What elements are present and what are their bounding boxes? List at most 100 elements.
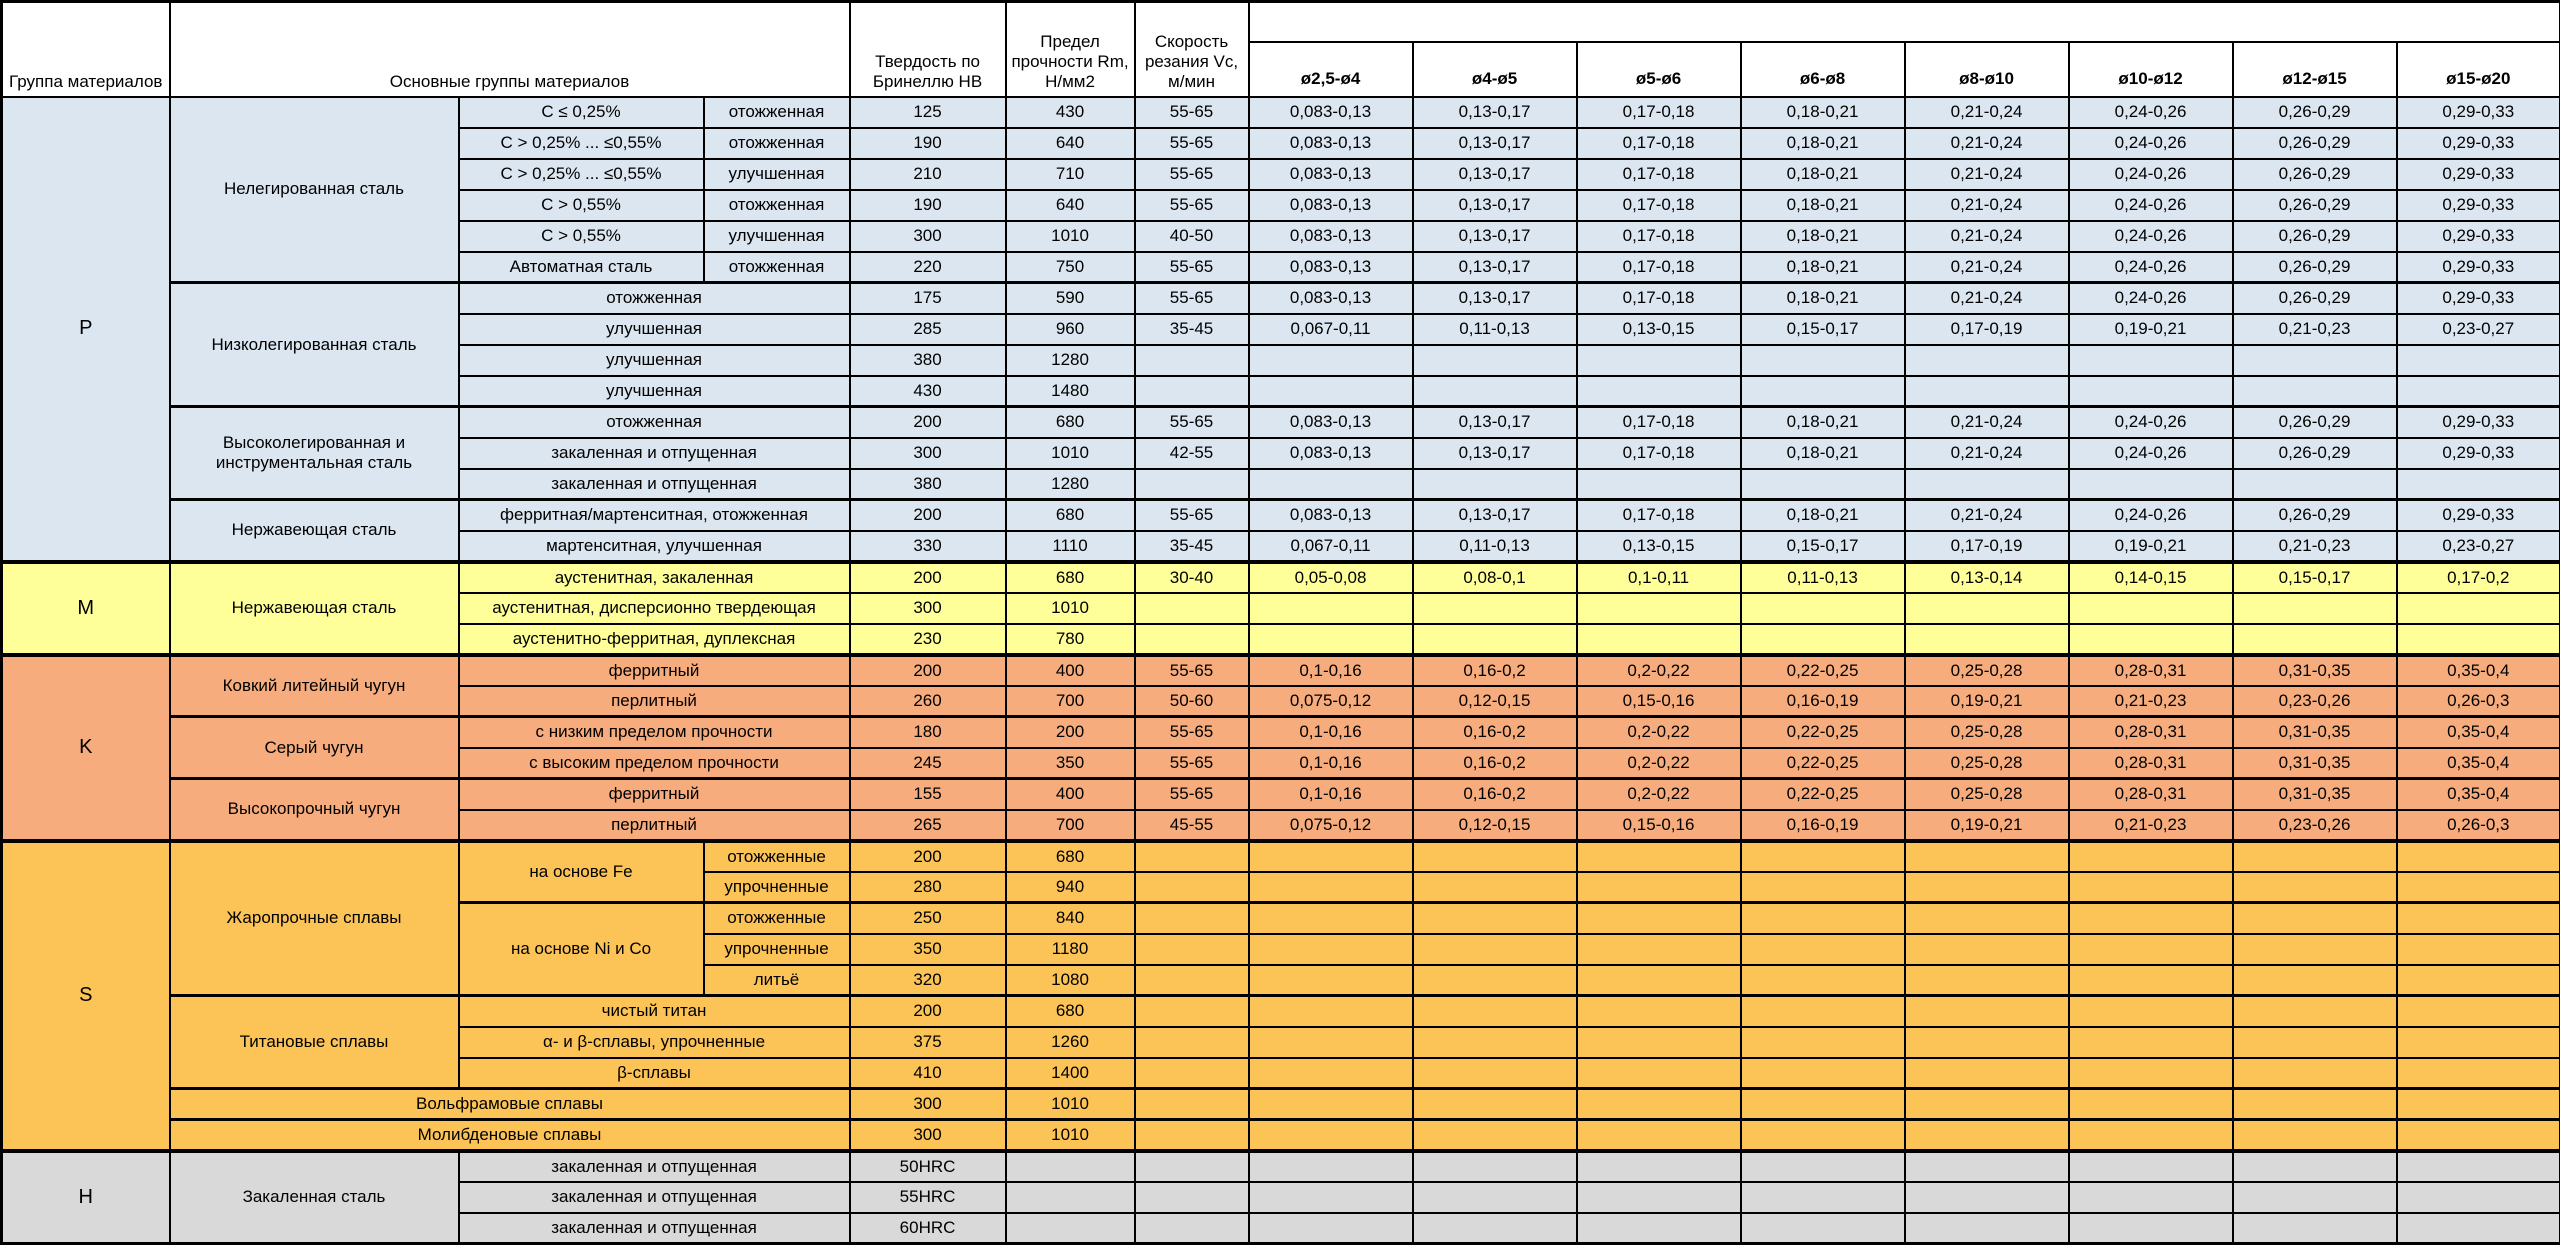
group-letter: M: [0, 559, 171, 656]
feed-value: [2395, 1211, 2560, 1245]
material-subgroup: аустенитная, дисперсионно твердеющая: [457, 591, 851, 625]
feed-value: 0,28-0,31: [2067, 746, 2234, 780]
hardness-hb: 220: [848, 250, 1007, 284]
feed-value: 0,17-0,18: [1575, 405, 1742, 439]
feed-value: 0,18-0,21: [1739, 157, 1906, 191]
material-group: Ковкий литейный чугун: [168, 652, 460, 718]
strength-rm: 680: [1004, 498, 1136, 532]
material-group: Серый чугун: [168, 715, 460, 780]
feed-value: [1411, 1056, 1578, 1090]
feed-value: 0,13-0,17: [1411, 95, 1578, 129]
feed-value: 0,11-0,13: [1411, 529, 1578, 563]
hardness-hb: 230: [848, 622, 1007, 656]
header-diameter-range: ø8-ø10: [1903, 40, 2070, 98]
feed-value: 0,25-0,28: [1903, 777, 2070, 811]
strength-rm: 1480: [1004, 374, 1136, 408]
feed-value: [1739, 1118, 1906, 1152]
table-row: улучшенная 285 960 35-45 0,067-0,11 0,11-0,13…: [2, 312, 2560, 346]
feed-value: 0,15-0,16: [1575, 808, 1742, 842]
feed-value: [1903, 343, 2070, 377]
feed-value: [2231, 901, 2398, 935]
hardness-hb: 190: [848, 188, 1007, 222]
feed-value: [1247, 1211, 1414, 1245]
feed-value: [2395, 1180, 2560, 1214]
feed-value: [2231, 838, 2398, 873]
feed-value: [1903, 963, 2070, 997]
cutting-speed: [1133, 622, 1250, 656]
feed-value: 0,083-0,13: [1247, 126, 1414, 160]
feed-value: 0,28-0,31: [2067, 652, 2234, 687]
feed-value: 0,13-0,17: [1411, 498, 1578, 532]
strength-rm: [1004, 1211, 1136, 1245]
feed-value: [2395, 467, 2560, 501]
material-subgroup: закаленная и отпущенная: [457, 436, 851, 470]
feed-value: [1247, 467, 1414, 501]
material-group: Низколегированная сталь: [168, 281, 460, 408]
feed-value: [1739, 870, 1906, 904]
feed-value: 0,29-0,33: [2395, 250, 2560, 284]
feed-value: [1411, 1087, 1578, 1121]
feed-value: [1575, 467, 1742, 501]
material-subgroup: Автоматная сталь: [457, 250, 705, 284]
feed-value: 0,16-0,19: [1739, 684, 1906, 718]
hardness-hb: 200: [848, 838, 1007, 873]
cutting-speed: 55-65: [1133, 777, 1250, 811]
feed-value: [2231, 622, 2398, 656]
feed-value: 0,29-0,33: [2395, 157, 2560, 191]
feed-value: [1247, 870, 1414, 904]
feed-value: 0,18-0,21: [1739, 405, 1906, 439]
cutting-speed: [1133, 932, 1250, 966]
header-main-groups: Основные группы материалов: [168, 0, 851, 98]
feed-value: [1411, 1211, 1578, 1245]
feed-value: 0,21-0,24: [1903, 498, 2070, 532]
feed-value: 0,083-0,13: [1247, 157, 1414, 191]
material-subgroup: перлитный: [457, 684, 851, 718]
feed-value: 0,31-0,35: [2231, 652, 2398, 687]
strength-rm: 780: [1004, 622, 1136, 656]
header-material-group: Группа материалов: [0, 0, 171, 98]
feed-value: [1739, 1056, 1906, 1090]
cutting-speed: 50-60: [1133, 684, 1250, 718]
strength-rm: 680: [1004, 994, 1136, 1028]
table-row: мартенситная, улучшенная 330 1110 35-45 0,06…: [2, 529, 2560, 563]
table-row: S Жаропрочные сплавы на основе Fe отожженны…: [0, 838, 2560, 1152]
material-state: отожженные: [702, 901, 851, 935]
feed-value: [1575, 1087, 1742, 1121]
table-row: упрочненные 350 1180: [2, 932, 2560, 966]
material-state: отожженная: [702, 250, 851, 284]
material-state: упрочненные: [702, 870, 851, 904]
material-subgroup: чистый титан: [457, 994, 851, 1028]
header-diameter-range: ø10-ø12: [2067, 40, 2234, 98]
material-subgroup: улучшенная: [457, 343, 851, 377]
cutting-speed: [1133, 1025, 1250, 1059]
feed-value: [1575, 343, 1742, 377]
feed-value: 0,22-0,25: [1739, 746, 1906, 780]
hardness-hb: 125: [848, 95, 1007, 129]
feed-value: 0,35-0,4: [2395, 652, 2560, 687]
hardness-hb: 200: [848, 405, 1007, 439]
feed-value: 0,17-0,18: [1575, 188, 1742, 222]
feed-value: 0,24-0,26: [2067, 405, 2234, 439]
feed-value: 0,19-0,21: [2067, 312, 2234, 346]
feed-value: [2067, 622, 2234, 656]
feed-value: 0,18-0,21: [1739, 126, 1906, 160]
material-subgroup: ферритная/мартенситная, отожженная: [457, 498, 851, 532]
feed-value: 0,17-0,18: [1575, 436, 1742, 470]
table-row: H Закаленная сталь закаленная и отпущенная…: [0, 1148, 2560, 1245]
feed-value: [1411, 901, 1578, 935]
feed-value: [2067, 591, 2234, 625]
material-subgroup: закаленная и отпущенная: [457, 467, 851, 501]
hardness-hb: 380: [848, 343, 1007, 377]
feed-value: 0,11-0,13: [1739, 559, 1906, 594]
feed-value: [1903, 870, 2070, 904]
strength-rm: 1080: [1004, 963, 1136, 997]
feed-value: [2067, 1087, 2234, 1121]
feed-value: [1411, 591, 1578, 625]
feed-value: 0,29-0,33: [2395, 126, 2560, 160]
feed-value: [1247, 591, 1414, 625]
table-row: Автоматная сталь отожженная 220 750 55-65 0,0…: [2, 250, 2560, 284]
feed-value: [1411, 467, 1578, 501]
table-row: с высоким пределом прочности 245 350 55-65 0…: [2, 746, 2560, 780]
feed-value: [2067, 374, 2234, 408]
hardness-hb: 300: [848, 591, 1007, 625]
